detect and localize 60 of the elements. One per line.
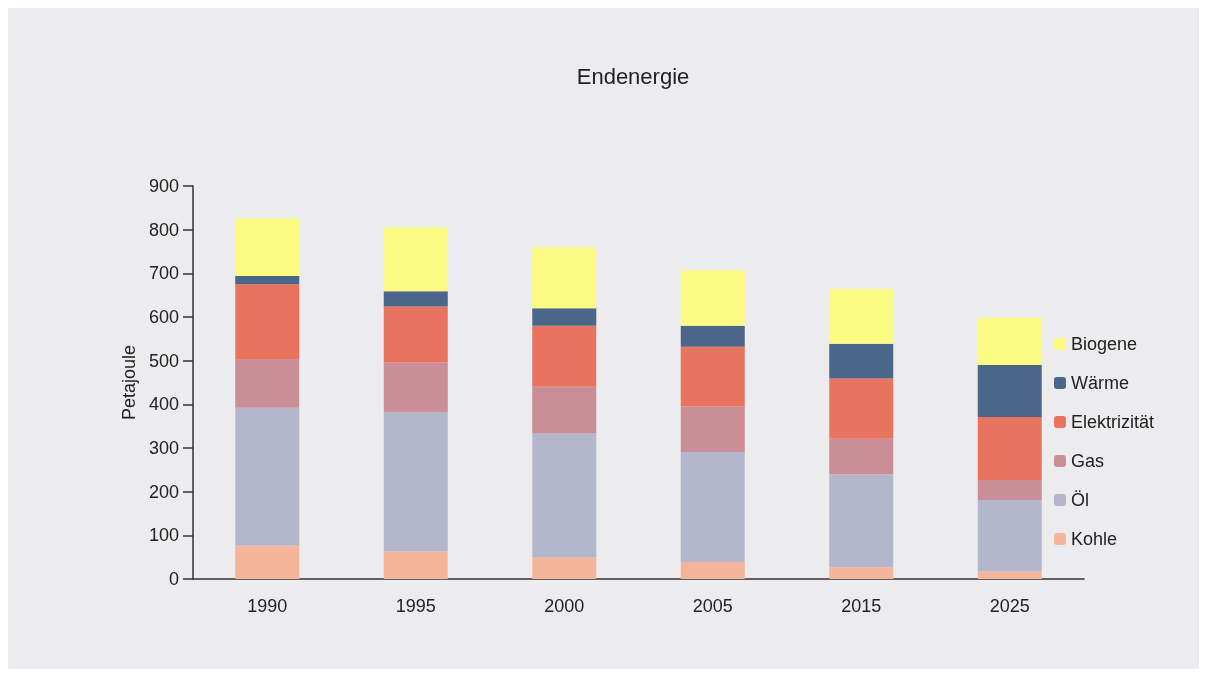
bar <box>977 571 1042 579</box>
y-tick-label: 400 <box>148 394 179 415</box>
x-tick-label: 2000 <box>544 596 585 616</box>
x-tick-label: 2025 <box>989 596 1030 616</box>
y-tick-label: 700 <box>148 263 179 284</box>
bar <box>680 451 745 562</box>
bar <box>680 561 745 579</box>
bar <box>235 218 300 276</box>
legend-label: Kohle <box>1070 529 1118 549</box>
bar <box>383 306 448 363</box>
bar <box>532 433 597 558</box>
bar <box>235 284 300 359</box>
x-tick-label: 2005 <box>692 596 733 616</box>
bar <box>532 247 597 309</box>
y-tick-label: 0 <box>168 569 179 589</box>
bar <box>235 358 300 408</box>
legend-label: Elektrizität <box>1070 412 1155 432</box>
bar <box>829 474 894 568</box>
bar <box>680 346 745 407</box>
y-tick-label: 900 <box>148 176 179 196</box>
bar <box>532 325 597 387</box>
bar <box>235 545 300 579</box>
bar <box>829 343 894 379</box>
bar <box>977 499 1042 572</box>
bar <box>680 270 745 326</box>
chart-title: Endenergie <box>576 63 690 89</box>
y-axis-title: Petajoule <box>119 344 139 421</box>
x-tick-label: 2015 <box>841 596 882 616</box>
bar <box>383 227 448 292</box>
x-tick-label: 1995 <box>395 596 436 616</box>
legend-label: Öl <box>1070 490 1089 510</box>
bar <box>532 386 597 434</box>
bar <box>977 479 1042 500</box>
bar <box>977 417 1042 480</box>
bar <box>383 551 448 579</box>
y-tick-label: 800 <box>148 219 179 240</box>
y-tick-label: 500 <box>148 350 179 371</box>
bar <box>532 308 597 326</box>
x-tick-label: 1990 <box>247 596 288 616</box>
bar <box>829 567 894 579</box>
bar <box>532 557 597 579</box>
bar <box>829 289 894 344</box>
legend-label: Gas <box>1070 451 1104 471</box>
y-tick-label: 300 <box>148 438 179 458</box>
bar <box>829 438 894 475</box>
bar <box>235 407 300 546</box>
legend-label: Biogene <box>1070 334 1138 354</box>
bar <box>383 362 448 413</box>
y-tick-label: 200 <box>148 481 179 502</box>
y-tick-label: 600 <box>148 307 179 327</box>
y-tick-label: 100 <box>148 525 179 546</box>
bar <box>829 378 894 439</box>
bar <box>977 317 1042 366</box>
bar <box>977 365 1042 417</box>
bar <box>680 406 745 452</box>
bar <box>383 412 448 552</box>
legend-label: Wärme <box>1070 373 1129 393</box>
bar <box>383 291 448 307</box>
bar <box>235 275 300 285</box>
bar <box>680 325 745 347</box>
